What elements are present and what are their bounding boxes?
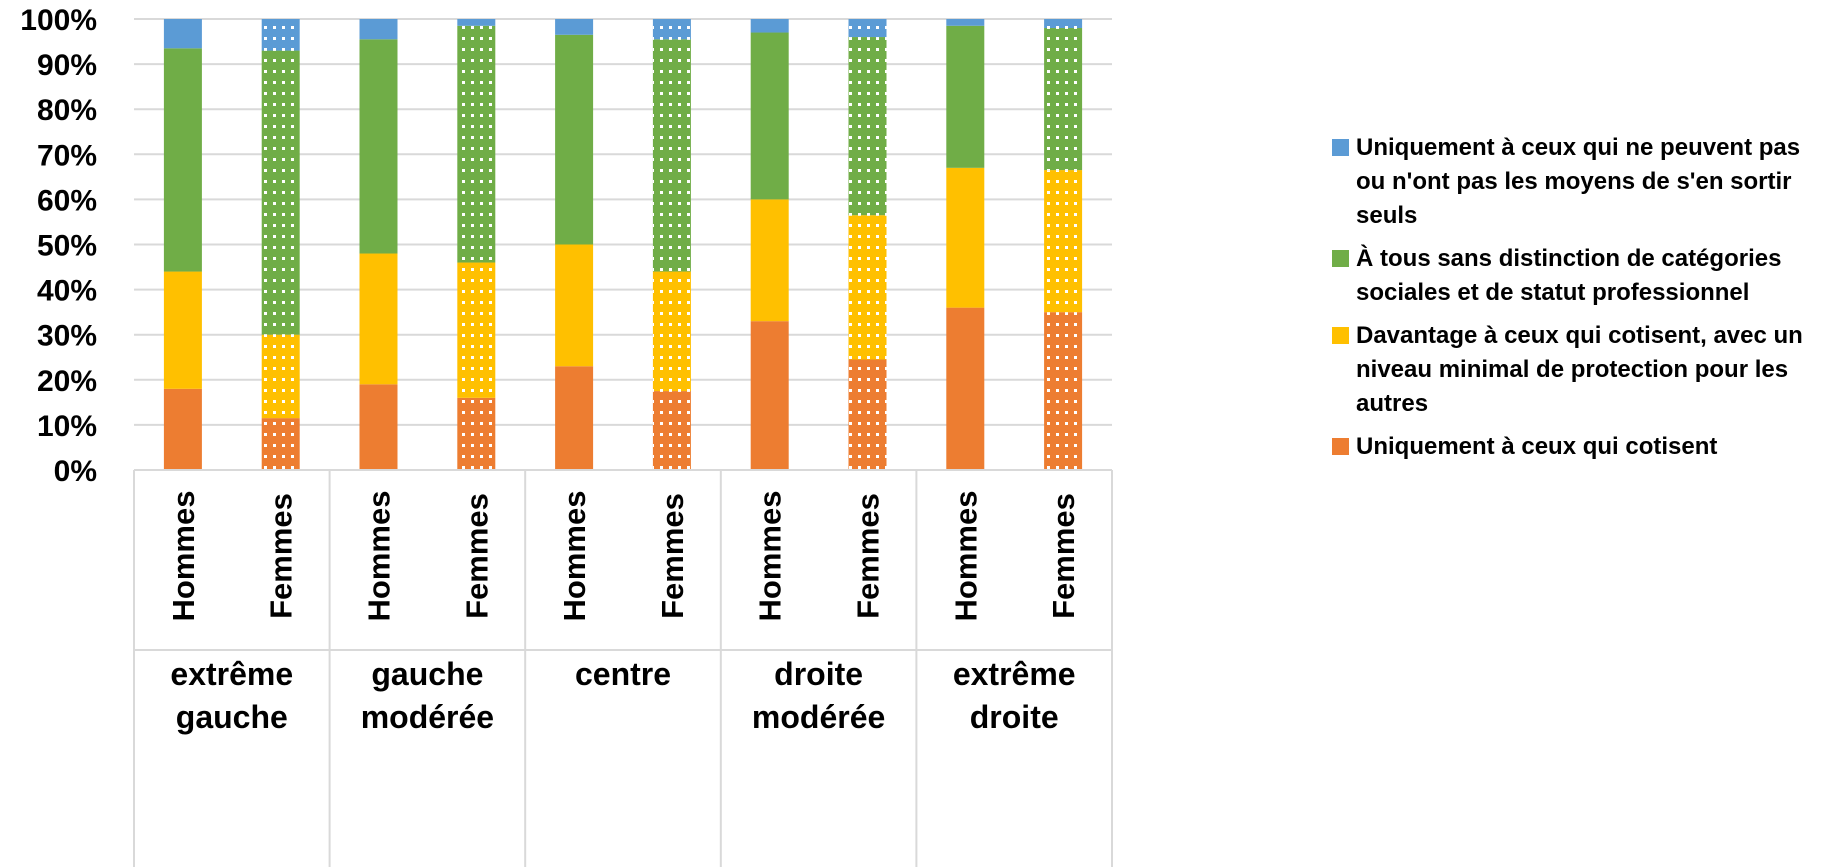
x-group-label: droite modérée <box>752 656 885 735</box>
bar-segment <box>359 39 398 254</box>
bar-segment <box>359 253 398 385</box>
x-subcategory-label: Femmes <box>655 493 690 619</box>
legend-label: Uniquement à ceux qui ne peuvent pas ou … <box>1356 134 1801 229</box>
legend-swatch <box>1332 438 1349 455</box>
bar-segment <box>555 34 594 245</box>
legend-label: Davantage à ceux qui cotisent, avec un n… <box>1356 322 1803 417</box>
legend-label: À tous sans distinction de catégories so… <box>1356 245 1782 306</box>
legend-label: Uniquement à ceux qui cotisent <box>1356 433 1718 460</box>
legend-item: Uniquement à ceux qui ne peuvent pas ou … <box>1332 131 1842 233</box>
axis-labels: 0% 10% 20% 30% 40% 50% 60% 70% 80% 90% 100% Hommes F… <box>20 4 1081 735</box>
legend-item: À tous sans distinction de catégories so… <box>1332 242 1842 310</box>
stacked-bar-chart: 0% 10% 20% 30% 40% 50% 60% 70% 80% 90% 100% Hommes F… <box>20 4 1113 867</box>
bar-segment-pattern <box>261 19 300 51</box>
bar-segment-pattern <box>848 37 887 216</box>
bar-segment-pattern <box>652 19 691 40</box>
y-tick-label: 60% <box>37 184 97 217</box>
axes <box>133 469 1113 867</box>
bar-segment-pattern <box>261 418 300 470</box>
bar-segment-pattern <box>457 262 496 398</box>
x-subcategory-label: Femmes <box>1046 493 1081 619</box>
x-subcategory-label: Hommes <box>753 491 788 622</box>
y-tick-label: 70% <box>37 139 97 172</box>
bar-segment-pattern <box>1044 28 1083 171</box>
bar-segment-pattern <box>457 25 496 263</box>
bar-segment-pattern <box>652 391 691 470</box>
y-tick-label: 20% <box>37 365 97 398</box>
bar-segment-pattern <box>848 19 887 38</box>
legend-item: Davantage à ceux qui cotisent, avec un n… <box>1332 319 1842 421</box>
x-subcategory-label: Hommes <box>557 491 592 622</box>
y-tick-label: 40% <box>37 275 97 308</box>
bar-segment-pattern <box>848 359 887 470</box>
bar-segment <box>946 167 985 308</box>
x-subcategory-label: Hommes <box>362 491 397 622</box>
bars <box>163 19 1083 470</box>
bar-segment <box>750 32 789 200</box>
bar-segment <box>359 19 398 40</box>
x-subcategory-label: Hommes <box>948 491 983 622</box>
y-tick-label: 0% <box>54 455 97 488</box>
y-tick-label: 80% <box>37 94 97 127</box>
y-tick-label: 90% <box>37 49 97 82</box>
x-subcategory-label: Femmes <box>851 493 886 619</box>
bar-segment <box>555 366 594 470</box>
legend-item: Uniquement à ceux qui cotisent <box>1332 430 1842 464</box>
bar-segment <box>750 19 789 33</box>
bar-segment <box>750 321 789 470</box>
y-tick-label: 100% <box>20 4 97 37</box>
bar-segment-pattern <box>457 19 496 26</box>
legend-swatch <box>1332 250 1349 267</box>
bar-segment-pattern <box>652 271 691 392</box>
bar-segment-pattern <box>652 39 691 272</box>
bar-segment-pattern <box>1044 19 1083 29</box>
bar-segment <box>555 19 594 35</box>
x-group-label: extrême droite <box>953 656 1076 735</box>
x-group-label: centre <box>575 656 671 692</box>
bar-segment <box>946 25 985 168</box>
bar-segment-pattern <box>261 334 300 419</box>
legend: Uniquement à ceux qui ne peuvent pas ou … <box>1332 131 1842 473</box>
bar-segment <box>163 48 202 272</box>
bar-segment <box>359 384 398 470</box>
legend-swatch <box>1332 139 1349 156</box>
bar-segment-pattern <box>1044 170 1083 313</box>
bar-segment-pattern <box>261 50 300 335</box>
y-tick-label: 30% <box>37 320 97 353</box>
bar-segment-pattern <box>1044 312 1083 470</box>
bar-segment <box>163 388 202 470</box>
x-subcategory-label: Hommes <box>166 491 201 622</box>
bar-segment <box>946 19 985 26</box>
x-group-label: extrême gauche <box>170 656 293 735</box>
bar-segment <box>750 199 789 322</box>
bar-segment <box>946 307 985 470</box>
x-group-label: gauche modérée <box>361 656 494 735</box>
bar-segment <box>555 244 594 367</box>
y-tick-label: 50% <box>37 230 97 263</box>
y-tick-label: 10% <box>37 410 97 443</box>
legend-swatch <box>1332 327 1349 344</box>
x-subcategory-label: Femmes <box>264 493 299 619</box>
bar-segment-pattern <box>457 397 496 470</box>
bar-segment <box>163 19 202 49</box>
x-subcategory-label: Femmes <box>459 493 494 619</box>
bar-segment <box>163 271 202 389</box>
bar-segment-pattern <box>848 215 887 360</box>
